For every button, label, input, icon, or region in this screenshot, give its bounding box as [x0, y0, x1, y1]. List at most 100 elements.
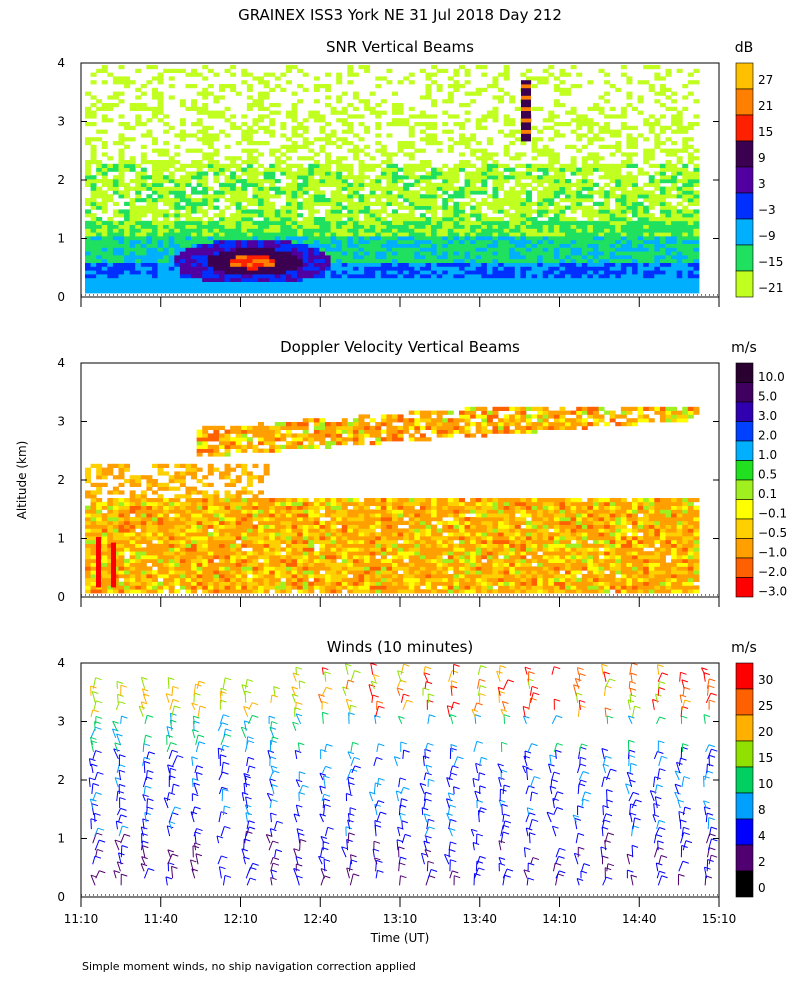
- snr-cell: [375, 187, 381, 191]
- snr-cell: [130, 247, 136, 251]
- snr-cell: [509, 259, 515, 263]
- snr-cell: [509, 99, 515, 103]
- snr-cell: [492, 270, 498, 274]
- snr-cell: [660, 274, 666, 278]
- snr-cell: [292, 103, 298, 107]
- snr-cell: [465, 289, 471, 293]
- snr-cell: [498, 285, 504, 289]
- snr-cell: [325, 141, 331, 145]
- snr-cell: [459, 213, 465, 217]
- snr-cell: [571, 259, 577, 263]
- snr-cell: [241, 213, 247, 217]
- snr-cell: [169, 232, 175, 236]
- snr-cell: [113, 274, 119, 278]
- snr-cell: [666, 232, 672, 236]
- snr-cell: [476, 247, 482, 251]
- snr-cell: [169, 187, 175, 191]
- snr-cell: [375, 179, 381, 183]
- snr-cell: [509, 156, 515, 160]
- snr-cell: [213, 282, 219, 286]
- snr-cell: [91, 190, 97, 194]
- snr-cell: [319, 255, 325, 259]
- snr-cell: [185, 221, 191, 225]
- snr-cell: [174, 145, 180, 149]
- snr-cell: [364, 194, 370, 198]
- snr-cell: [671, 221, 677, 225]
- snr-cell: [403, 118, 409, 122]
- snr-cell: [431, 190, 437, 194]
- snr-cell: [576, 282, 582, 286]
- snr-cell: [582, 114, 588, 118]
- snr-cell: [593, 240, 599, 244]
- snr-cell: [554, 187, 560, 191]
- snr-cell: [437, 69, 443, 73]
- snr-cell: [353, 247, 359, 251]
- snr-cell: [286, 213, 292, 217]
- snr-cell: [392, 194, 398, 198]
- snr-cell: [158, 103, 164, 107]
- snr-cell: [359, 160, 365, 164]
- velocity-cell: [124, 566, 130, 570]
- snr-cell: [615, 251, 621, 255]
- snr-cell: [492, 247, 498, 251]
- snr-cell: [409, 133, 415, 137]
- velocity-cell: [118, 490, 124, 494]
- snr-cell: [342, 156, 348, 160]
- y-tick-label: 4: [57, 56, 65, 70]
- snr-cell: [526, 171, 532, 175]
- snr-cell: [448, 221, 454, 225]
- snr-cell: [286, 156, 292, 160]
- snr-cell: [230, 263, 236, 267]
- velocity-cell: [130, 502, 136, 506]
- colorbar-swatch: [736, 271, 753, 297]
- snr-cell: [169, 274, 175, 278]
- snr-cell: [96, 251, 102, 255]
- snr-cell: [543, 69, 549, 73]
- velocity-cell: [158, 525, 164, 529]
- snr-cell: [280, 255, 286, 259]
- snr-cell: [152, 198, 158, 202]
- snr-cell: [236, 168, 242, 172]
- snr-cell: [481, 274, 487, 278]
- snr-cell: [202, 187, 208, 191]
- colorbar-swatch: [736, 167, 753, 193]
- snr-cell: [448, 232, 454, 236]
- snr-cell: [180, 183, 186, 187]
- snr-cell: [118, 221, 124, 225]
- snr-cell: [571, 190, 577, 194]
- snr-cell: [442, 255, 448, 259]
- snr-cell: [515, 240, 521, 244]
- snr-cell: [191, 289, 197, 293]
- snr-cell: [442, 209, 448, 213]
- snr-cell: [135, 164, 141, 168]
- snr-cell: [353, 95, 359, 99]
- snr-cell: [124, 274, 130, 278]
- snr-cell: [537, 80, 543, 84]
- snr-cell: [303, 289, 309, 293]
- snr-cell: [453, 274, 459, 278]
- snr-cell: [398, 255, 404, 259]
- snr-cell: [582, 232, 588, 236]
- velocity-cell: [124, 563, 130, 567]
- velocity-cell: [102, 471, 108, 475]
- snr-cell: [292, 259, 298, 263]
- snr-cell: [225, 255, 231, 259]
- snr-cell: [375, 289, 381, 293]
- snr-cell: [252, 213, 258, 217]
- snr-cell: [571, 130, 577, 134]
- snr-cell: [135, 266, 141, 270]
- snr-cell: [509, 213, 515, 217]
- velocity-panel: Doppler Velocity Vertical Beams m/s 0123…: [57, 338, 787, 607]
- snr-cell: [85, 183, 91, 187]
- snr-cell: [319, 282, 325, 286]
- snr-cell: [442, 228, 448, 232]
- snr-cell: [353, 206, 359, 210]
- velocity-cell: [96, 502, 102, 506]
- snr-cell: [197, 92, 203, 96]
- snr-cell: [158, 270, 164, 274]
- snr-cell: [654, 278, 660, 282]
- snr-cell: [682, 194, 688, 198]
- snr-cell: [543, 76, 549, 80]
- snr-cell: [509, 217, 515, 221]
- snr-cell: [264, 171, 270, 175]
